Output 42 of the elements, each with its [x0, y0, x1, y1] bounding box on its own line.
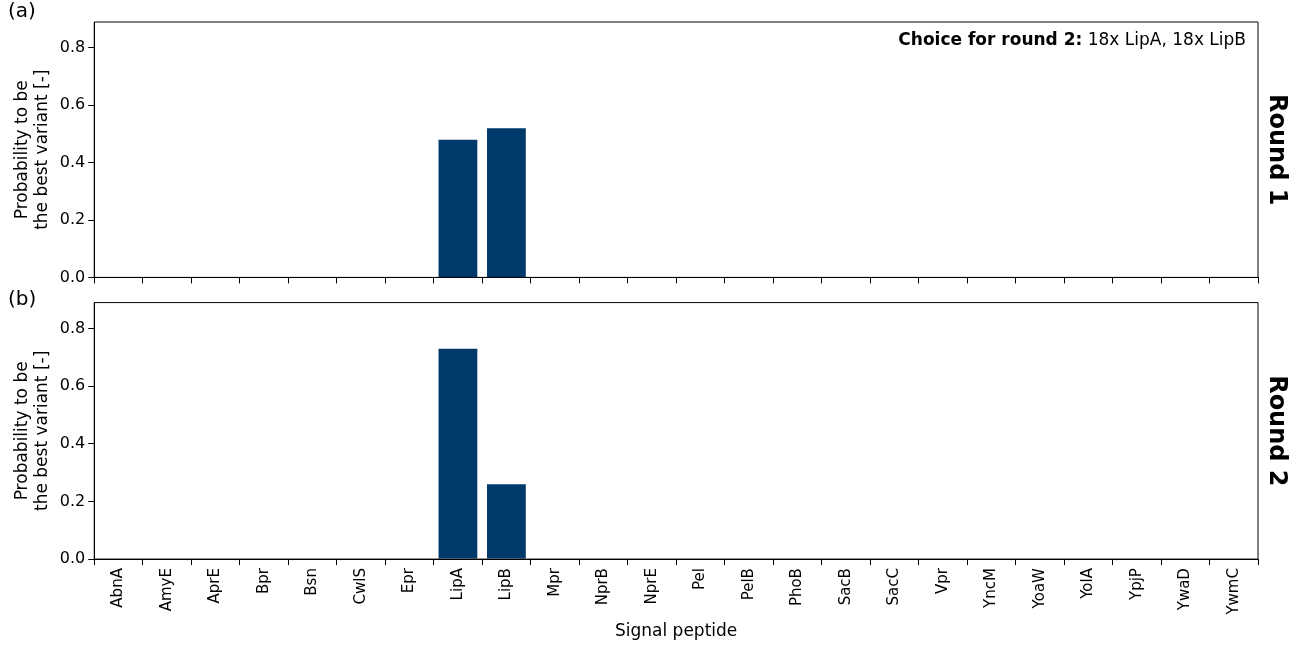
- x-tick-label: Mpr: [544, 567, 563, 597]
- x-tick-label: CwlS: [350, 568, 369, 605]
- x-tick-label: Vpr: [932, 567, 951, 595]
- x-tick-label: Pel: [690, 568, 709, 591]
- x-axis-title: Signal peptide: [614, 620, 738, 641]
- x-tick-label: YwaD: [1175, 568, 1194, 612]
- x-tick-label: YwmC: [1223, 568, 1242, 616]
- x-tick-label: LipA: [447, 567, 466, 601]
- x-tick-label: SacC: [884, 568, 903, 606]
- x-tick-label: Epr: [399, 567, 418, 594]
- x-tick-label: AmyE: [156, 568, 175, 612]
- x-tick-label: NprE: [641, 568, 660, 605]
- y-tick-label: 0.0: [59, 548, 86, 568]
- x-tick-label: YpjP: [1126, 568, 1145, 601]
- x-tick-label: SacB: [835, 568, 854, 606]
- x-tick-label: YoaW: [1029, 567, 1048, 610]
- x-tick-label: AprE: [205, 568, 224, 604]
- y-tick-label: 0.8: [59, 317, 86, 337]
- x-tick-label: LipB: [496, 568, 515, 601]
- y-tick-label: 0.4: [59, 151, 86, 171]
- y-tick-label: 0.0: [59, 266, 86, 286]
- x-tick-label: Bsn: [302, 568, 321, 596]
- y2-axis-title: Round 2: [1263, 375, 1290, 487]
- x-tick-label: PelB: [738, 568, 757, 601]
- y-axis-title: Probability to be the best variant [-]: [10, 350, 52, 512]
- y2-axis-title: Round 1: [1263, 94, 1290, 206]
- x-tick-label: PhoB: [787, 568, 806, 607]
- y-tick-label: 0.6: [59, 94, 86, 114]
- text: (a): [8, 0, 36, 23]
- y-tick-label: 0.4: [59, 432, 86, 452]
- y-tick-label: 0.2: [59, 209, 86, 229]
- x-tick-label: YolA: [1078, 567, 1097, 600]
- x-tick-label: AbnA: [108, 567, 127, 608]
- annotation: Choice for round 2: 18x LipA, 18x LipB: [898, 28, 1247, 49]
- x-tick-label: Bpr: [253, 567, 272, 595]
- x-tick-label: YncM: [981, 568, 1000, 609]
- y-tick-label: 0.2: [59, 490, 86, 510]
- x-tick-label: NprB: [593, 568, 612, 606]
- y-tick-label: 0.6: [59, 375, 86, 395]
- y-tick-label: 0.8: [59, 36, 86, 56]
- y-axis-title: Probability to be the best variant [-]: [10, 69, 52, 230]
- text: (b): [8, 286, 37, 311]
